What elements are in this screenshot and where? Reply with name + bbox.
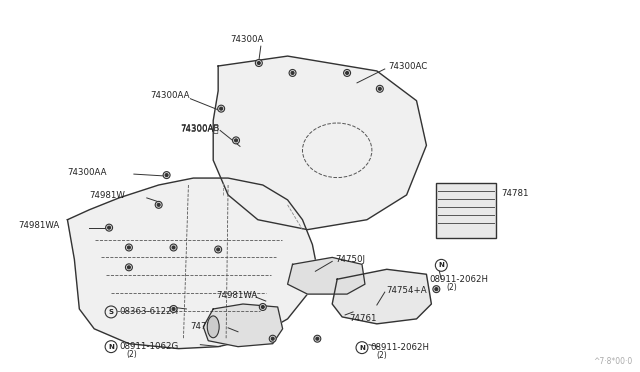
Text: 74981WA: 74981WA (18, 221, 59, 230)
Circle shape (232, 137, 239, 144)
Text: 74300AC: 74300AC (388, 61, 428, 71)
Circle shape (269, 335, 276, 342)
Polygon shape (204, 304, 283, 347)
Text: 08363-6122H: 08363-6122H (119, 307, 178, 317)
Circle shape (170, 244, 177, 251)
Polygon shape (332, 269, 431, 324)
Text: (2): (2) (377, 351, 388, 360)
Text: S: S (109, 309, 113, 315)
Circle shape (291, 71, 294, 74)
Text: N: N (359, 344, 365, 351)
Circle shape (218, 105, 225, 112)
Circle shape (217, 248, 220, 251)
Text: 08911-2062H: 08911-2062H (429, 275, 488, 284)
Circle shape (172, 308, 175, 311)
Circle shape (314, 335, 321, 342)
Circle shape (108, 226, 111, 229)
Text: 74300AB: 74300AB (180, 124, 220, 133)
Ellipse shape (207, 316, 219, 338)
Circle shape (127, 246, 131, 249)
Text: 74300AA: 74300AA (151, 91, 190, 100)
Circle shape (214, 246, 221, 253)
Circle shape (378, 87, 381, 90)
Circle shape (289, 70, 296, 76)
Text: (2): (2) (126, 350, 137, 359)
Text: 74300AᎠ: 74300AᎠ (180, 124, 219, 133)
Circle shape (170, 305, 177, 312)
Polygon shape (67, 178, 317, 349)
Circle shape (259, 304, 266, 311)
Text: 08911-2062H: 08911-2062H (370, 343, 429, 352)
Text: 74781: 74781 (501, 189, 528, 198)
Circle shape (165, 174, 168, 177)
Circle shape (234, 139, 237, 142)
Circle shape (271, 337, 274, 340)
Circle shape (220, 107, 223, 110)
Polygon shape (213, 56, 426, 230)
Text: 74750J: 74750J (335, 255, 365, 264)
Text: 74300AA: 74300AA (67, 168, 107, 177)
Circle shape (435, 288, 438, 291)
Text: 74981WA: 74981WA (216, 291, 257, 299)
Circle shape (157, 203, 160, 206)
Circle shape (163, 171, 170, 179)
Text: N: N (108, 344, 114, 350)
Text: 74754: 74754 (191, 322, 218, 331)
Text: 74754+A: 74754+A (387, 286, 428, 295)
Circle shape (255, 60, 262, 67)
Circle shape (106, 224, 113, 231)
Polygon shape (287, 257, 365, 294)
Circle shape (433, 286, 440, 293)
Circle shape (316, 337, 319, 340)
Circle shape (125, 244, 132, 251)
FancyBboxPatch shape (436, 183, 496, 238)
Text: 74300A: 74300A (230, 35, 264, 44)
Circle shape (257, 61, 260, 64)
Circle shape (127, 266, 131, 269)
Text: 74761: 74761 (349, 314, 376, 323)
Text: (2): (2) (446, 283, 457, 292)
Circle shape (376, 85, 383, 92)
Circle shape (125, 264, 132, 271)
Text: ^7·8*00·0: ^7·8*00·0 (593, 357, 632, 366)
Circle shape (346, 71, 349, 74)
Text: 74981W: 74981W (89, 192, 125, 201)
Circle shape (344, 70, 351, 76)
Text: N: N (438, 262, 444, 268)
Text: 08911-1062G: 08911-1062G (119, 342, 179, 351)
Circle shape (261, 305, 264, 308)
Circle shape (172, 246, 175, 249)
Circle shape (156, 201, 162, 208)
